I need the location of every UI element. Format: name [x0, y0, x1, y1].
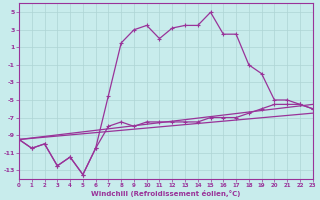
X-axis label: Windchill (Refroidissement éolien,°C): Windchill (Refroidissement éolien,°C): [91, 190, 241, 197]
